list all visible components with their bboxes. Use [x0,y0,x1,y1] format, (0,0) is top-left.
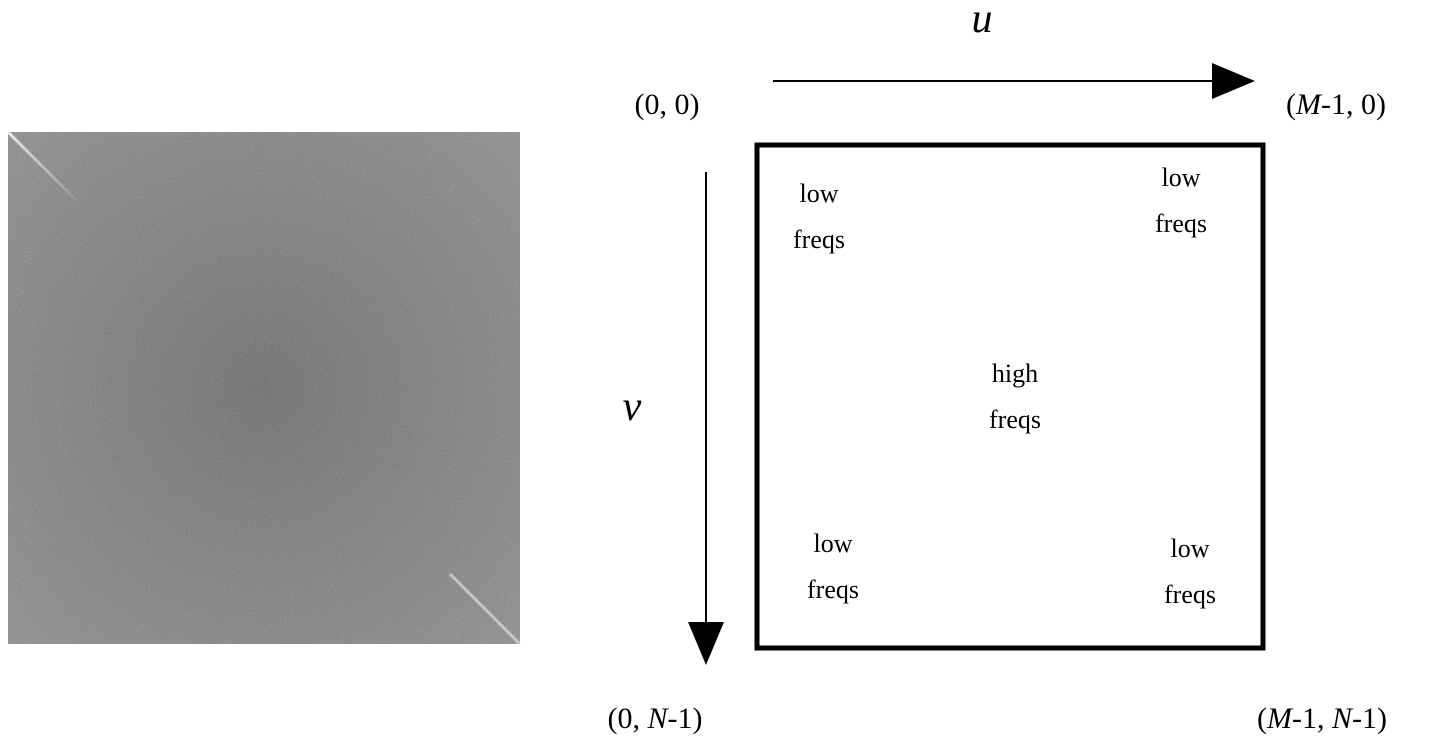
region-label: freqs [989,405,1041,434]
corner-label-part: M [1295,88,1323,121]
corner-label: (M-1, N-1) [1257,702,1387,735]
diagram: u v (0, 0)(M-1, 0)(0, N-1)(M-1, N-1)lowf… [0,0,1429,736]
region-label: low [800,179,839,208]
corner-label-part: ( [1286,88,1296,121]
corner-label-part: N [647,702,670,735]
corner-label-part: -1, 0) [1321,88,1386,121]
u-label: u [972,0,993,42]
region-label: freqs [793,225,845,254]
corner-label-part: -1, [1292,702,1332,735]
corner-label-part: -1) [1352,702,1387,735]
v-label: v [623,384,642,430]
u-arrow [773,63,1255,99]
region-label: freqs [1164,580,1216,609]
corner-label: (M-1, 0) [1286,88,1386,121]
corner-label-part: M [1266,702,1294,735]
region-label: freqs [807,575,859,604]
region-label: low [814,529,853,558]
region-label: low [1162,163,1201,192]
spectrum-image [8,132,520,644]
corner-label-part: (0, 0) [635,88,700,121]
corner-label: (0, N-1) [608,702,703,735]
corner-label-part: N [1331,702,1354,735]
corner-label-part: (0, [608,702,648,735]
region-label: high [992,359,1038,388]
page: u v (0, 0)(M-1, 0)(0, N-1)(M-1, N-1)lowf… [0,0,1429,736]
corner-label: (0, 0) [635,88,700,121]
corner-label-part: -1) [668,702,703,735]
corner-label-part: ( [1257,702,1267,735]
region-label: low [1171,534,1210,563]
v-arrow [688,172,724,665]
region-label: freqs [1155,209,1207,238]
